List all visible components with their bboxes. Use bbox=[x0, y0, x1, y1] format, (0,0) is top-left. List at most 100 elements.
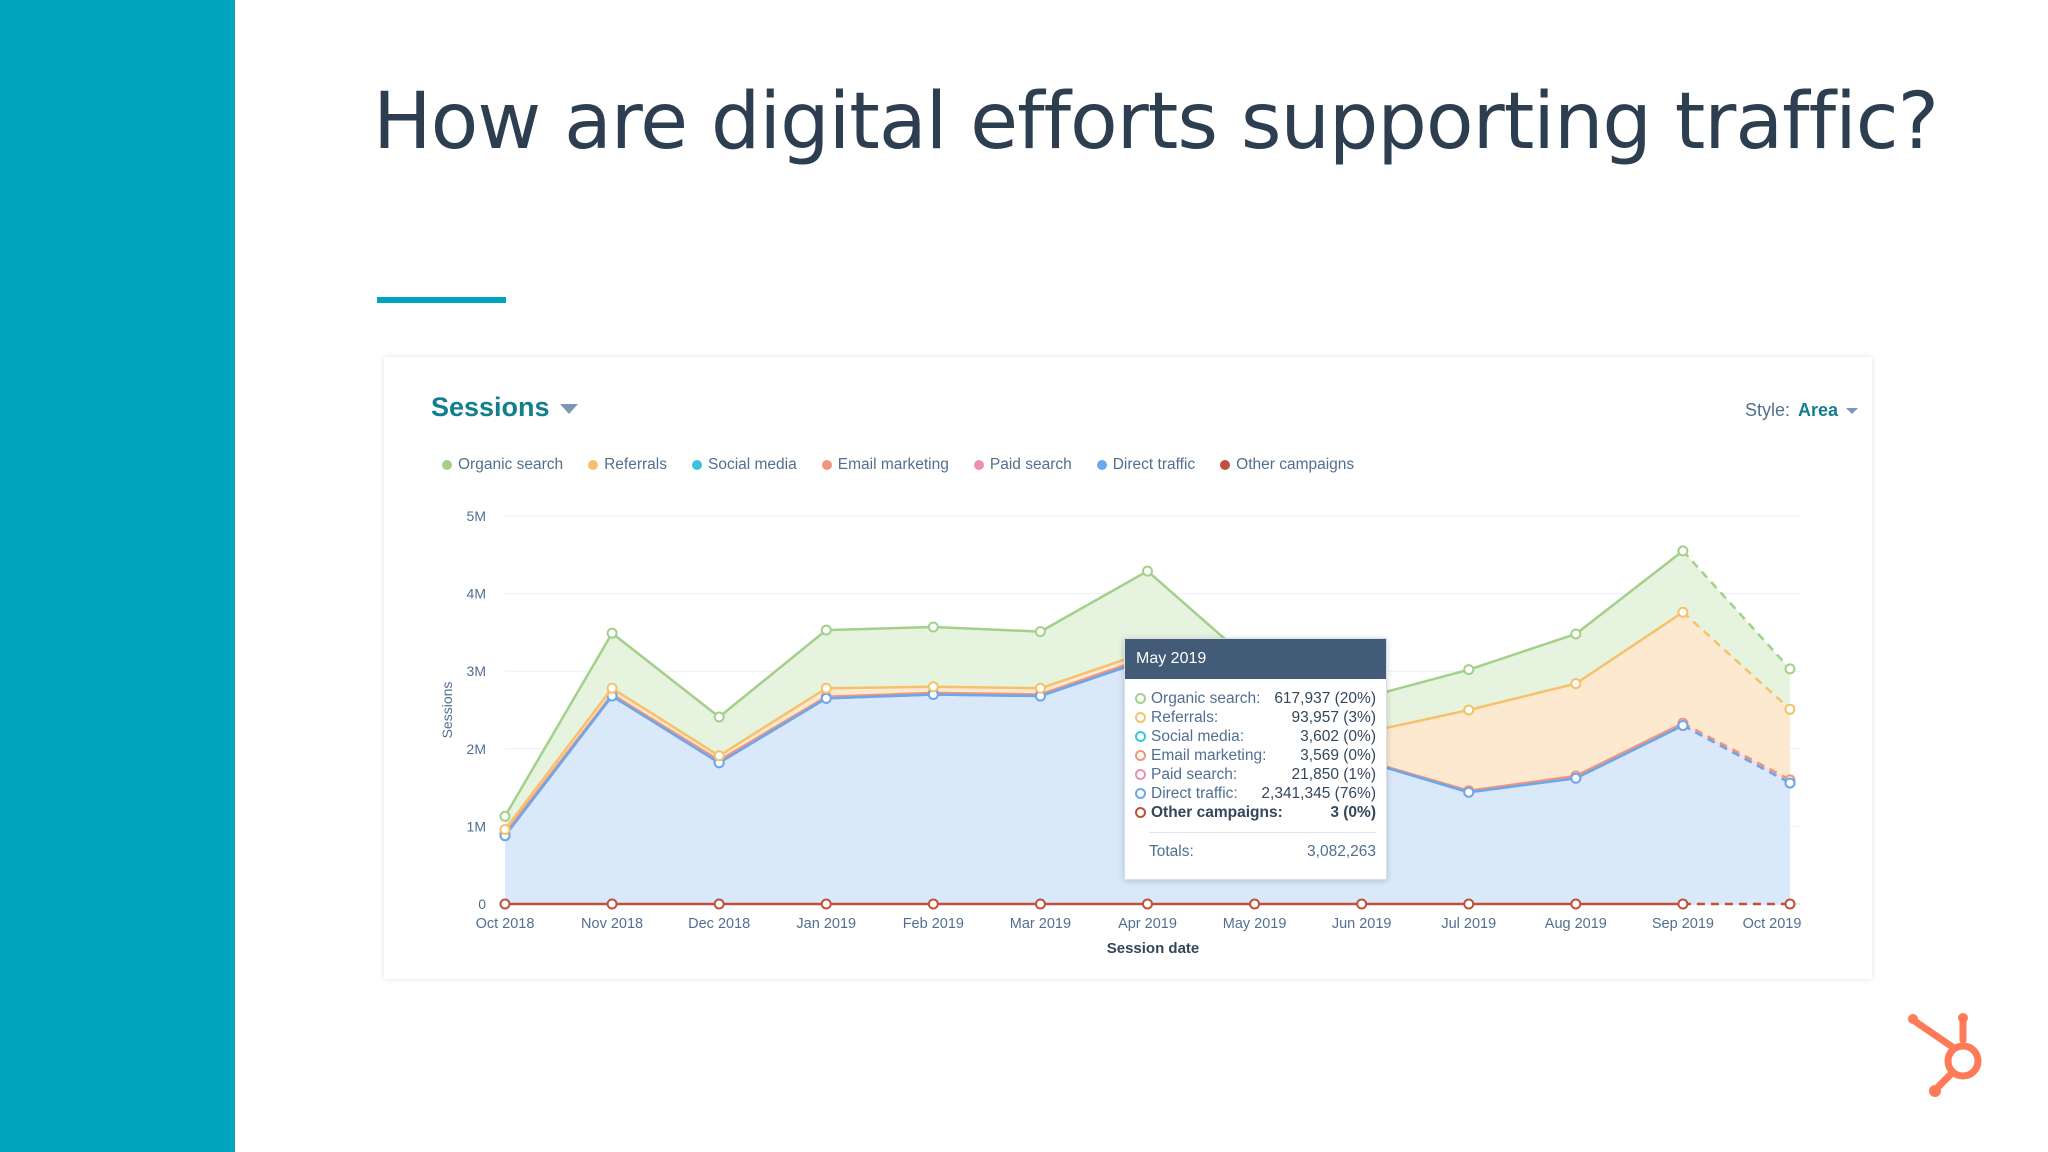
tooltip-row-value: 21,850 (1%) bbox=[1291, 765, 1376, 783]
organic-search-line bbox=[611, 632, 720, 718]
direct-traffic-line bbox=[1575, 724, 1684, 780]
y-tick-label: 5M bbox=[467, 508, 486, 524]
email-marketing-line bbox=[826, 691, 934, 699]
tooltip-total-value: 3,082,263 bbox=[1307, 843, 1376, 860]
referrals-line bbox=[1468, 682, 1577, 712]
other-campaigns-point bbox=[1784, 898, 1796, 910]
organic-search-point bbox=[499, 810, 511, 822]
direct-traffic-line bbox=[1682, 724, 1791, 785]
email-marketing-line bbox=[1682, 722, 1791, 781]
email-marketing-line bbox=[611, 693, 720, 762]
legend-swatch-icon bbox=[973, 460, 984, 470]
series-marker-icon bbox=[1135, 731, 1146, 742]
series-marker-icon bbox=[1135, 788, 1146, 799]
email-marketing-line bbox=[1468, 774, 1577, 792]
referrals-point bbox=[606, 682, 618, 694]
x-axis-title: Session date bbox=[1107, 940, 1200, 957]
legend-item[interactable]: Email marketing bbox=[821, 456, 949, 474]
legend-item[interactable]: Organic search bbox=[442, 456, 563, 474]
x-tick-label: Jun 2019 bbox=[1332, 916, 1392, 932]
legend-label: Other campaigns bbox=[1236, 456, 1355, 473]
series-marker-icon bbox=[1135, 693, 1146, 704]
referrals-point bbox=[1034, 682, 1046, 694]
organic-search-point bbox=[1570, 628, 1582, 640]
tooltip-row: Other campaigns: 3 (0%) bbox=[1135, 803, 1376, 822]
organic-search-point bbox=[820, 624, 832, 636]
organic-search-line bbox=[718, 629, 828, 718]
tooltip-row-value: 3,602 (0%) bbox=[1300, 727, 1376, 745]
tooltip-row-label: Social media: bbox=[1151, 727, 1245, 745]
legend-label: Social media bbox=[708, 456, 797, 473]
referrals-line bbox=[611, 687, 720, 757]
legend-swatch-icon bbox=[1096, 460, 1107, 470]
referrals-line bbox=[718, 687, 827, 757]
organic-search-point bbox=[1142, 565, 1153, 577]
legend-swatch-icon bbox=[588, 460, 599, 470]
legend-label: Direct traffic bbox=[1112, 456, 1196, 473]
tooltip-row-value: 3 (0%) bbox=[1330, 803, 1376, 821]
tooltip-row-label: Direct traffic: bbox=[1151, 784, 1238, 802]
legend-swatch-icon bbox=[692, 460, 702, 470]
other-campaigns-point bbox=[1142, 898, 1153, 910]
referrals-point bbox=[820, 682, 832, 694]
legend-label: Referrals bbox=[604, 456, 667, 473]
tooltip-row: Email marketing: 3,569 (0%) bbox=[1135, 746, 1376, 765]
x-tick-label: Aug 2019 bbox=[1545, 916, 1607, 932]
slide-title: How are digital efforts supporting traff… bbox=[373, 77, 1939, 167]
y-tick-label: 4M bbox=[467, 586, 486, 602]
direct-traffic-point bbox=[1784, 777, 1796, 789]
x-tick-label: Oct 2019 bbox=[1743, 916, 1802, 932]
organic-search-point bbox=[713, 711, 725, 723]
chevron-down-icon bbox=[559, 403, 578, 414]
tooltip-row-label: Referrals: bbox=[1151, 708, 1219, 726]
organic-search-area bbox=[505, 550, 1790, 830]
legend-item[interactable]: Social media bbox=[692, 456, 797, 474]
legend-item[interactable]: Other campaigns bbox=[1220, 456, 1354, 474]
referrals-area bbox=[505, 612, 1790, 834]
other-campaigns-point bbox=[499, 898, 511, 910]
organic-search-line bbox=[1468, 632, 1577, 671]
legend-swatch-icon bbox=[442, 460, 452, 470]
legend-item[interactable]: Referrals bbox=[588, 456, 667, 474]
direct-traffic-point bbox=[1570, 772, 1582, 784]
tooltip-title: May 2019 bbox=[1125, 639, 1386, 679]
tooltip-row-label: Other campaigns: bbox=[1151, 803, 1283, 821]
direct-traffic-line bbox=[826, 693, 934, 700]
tooltip-row: Paid search: 21,850 (1%) bbox=[1135, 765, 1376, 784]
tooltip-total-label: Totals: bbox=[1149, 843, 1194, 860]
y-tick-label: 2M bbox=[467, 741, 486, 757]
style-control: Style: Area bbox=[1745, 400, 1858, 421]
organic-search-point bbox=[1034, 626, 1046, 638]
tooltip-row-value: 3,569 (0%) bbox=[1300, 746, 1376, 764]
legend-label: Email marketing bbox=[837, 456, 949, 473]
other-campaigns-point bbox=[1463, 898, 1475, 910]
tooltip-row: Social media: 3,602 (0%) bbox=[1135, 727, 1376, 746]
referrals-point bbox=[1463, 704, 1475, 716]
organic-search-line bbox=[1039, 570, 1149, 633]
referrals-point bbox=[1677, 606, 1689, 618]
other-campaigns-point bbox=[1356, 898, 1368, 910]
legend-swatch-icon bbox=[821, 460, 832, 470]
organic-search-point bbox=[606, 627, 618, 639]
sessions-dropdown[interactable]: Sessions bbox=[431, 392, 578, 423]
x-tick-label: Oct 2018 bbox=[476, 916, 535, 932]
y-tick-label: 0 bbox=[478, 896, 486, 912]
direct-traffic-line bbox=[1468, 777, 1576, 794]
title-underline bbox=[377, 297, 506, 303]
tooltip-row: Referrals: 93,957 (3%) bbox=[1135, 708, 1376, 727]
x-tick-label: Nov 2018 bbox=[581, 916, 643, 932]
legend-item[interactable]: Direct traffic bbox=[1096, 456, 1196, 474]
other-campaigns-point bbox=[820, 898, 832, 910]
referrals-line bbox=[504, 687, 614, 831]
tooltip-row: Direct traffic: 2,341,345 (76%) bbox=[1135, 784, 1376, 803]
sessions-label: Sessions bbox=[431, 392, 550, 422]
organic-search-line bbox=[503, 632, 614, 817]
y-axis-title: Sessions bbox=[439, 682, 455, 739]
tooltip-row-label: Paid search: bbox=[1151, 765, 1238, 783]
legend-item[interactable]: Paid search bbox=[973, 456, 1072, 474]
direct-traffic-line bbox=[718, 697, 827, 764]
style-dropdown[interactable]: Area bbox=[1798, 400, 1858, 421]
referrals-point bbox=[927, 681, 939, 693]
organic-search-line bbox=[933, 625, 1041, 633]
referrals-point bbox=[1570, 678, 1582, 690]
